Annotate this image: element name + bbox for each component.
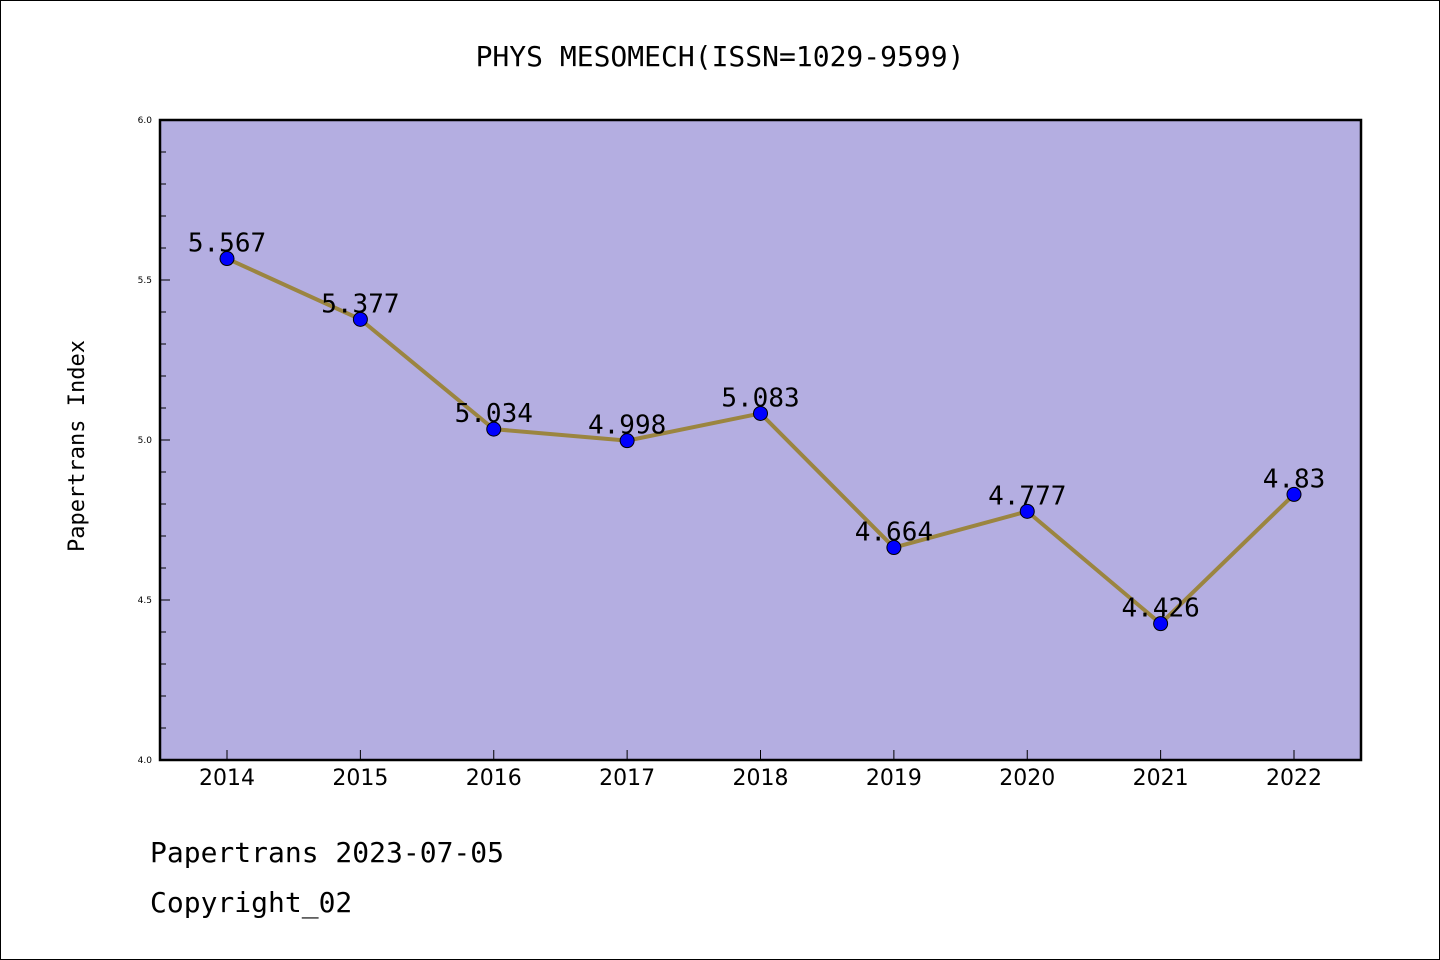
data-label: 5.083 bbox=[721, 383, 799, 413]
series-markers bbox=[219, 251, 1302, 632]
data-point-marker bbox=[352, 311, 368, 327]
x-tick-label: 2021 bbox=[1133, 766, 1189, 791]
data-labels: 5.567 5.377 5.034 4.998 5.083 4.664 4.777 4.426… bbox=[188, 229, 1325, 624]
x-tick-label: 2014 bbox=[199, 766, 255, 791]
y-tick-label: 5.5 bbox=[138, 276, 152, 286]
x-tick-label: 2015 bbox=[332, 766, 388, 791]
plot-frame bbox=[158, 118, 1363, 762]
x-tick-label: 2016 bbox=[466, 766, 522, 791]
y-tick-label: 4.0 bbox=[138, 756, 153, 766]
y-tick-label: 5.0 bbox=[138, 436, 153, 446]
data-label: 5.034 bbox=[455, 399, 533, 429]
x-tick-label: 2018 bbox=[733, 766, 789, 791]
footer-copyright-text: Copyright_02 bbox=[150, 886, 353, 919]
data-label: 5.567 bbox=[188, 229, 266, 259]
data-point-marker bbox=[486, 421, 502, 437]
x-tick-label: 2020 bbox=[999, 766, 1055, 791]
data-point-marker bbox=[753, 405, 768, 421]
data-label: 4.664 bbox=[855, 518, 933, 548]
y-tick-label: 4.5 bbox=[138, 596, 152, 606]
data-label: 5.377 bbox=[321, 289, 399, 319]
y-axis-label: Papertrans Index bbox=[65, 340, 90, 552]
data-point-marker bbox=[619, 433, 635, 449]
x-tick-label: 2019 bbox=[866, 766, 922, 791]
data-label: 4.83 bbox=[1263, 464, 1326, 494]
x-tick-label: 2022 bbox=[1266, 766, 1322, 791]
data-point-marker bbox=[886, 540, 902, 556]
data-point-marker bbox=[1153, 616, 1169, 632]
data-label: 4.426 bbox=[1121, 594, 1199, 624]
x-tick-label: 2017 bbox=[599, 766, 655, 791]
data-label: 4.777 bbox=[988, 481, 1066, 511]
data-point-marker bbox=[219, 251, 235, 267]
chart-title: PHYS MESOMECH(ISSN=1029-9599) bbox=[476, 40, 965, 73]
footer-date-text: Papertrans 2023-07-05 bbox=[150, 836, 505, 869]
y-tick-label: 6.0 bbox=[138, 116, 153, 126]
data-point-marker bbox=[1286, 486, 1302, 502]
data-point-marker bbox=[1019, 503, 1035, 519]
x-axis: 2014 2015 2016 2017 2018 2019 2020 2021 2022 bbox=[199, 750, 1322, 791]
plot-area bbox=[160, 120, 1361, 760]
data-label: 4.998 bbox=[588, 411, 666, 441]
